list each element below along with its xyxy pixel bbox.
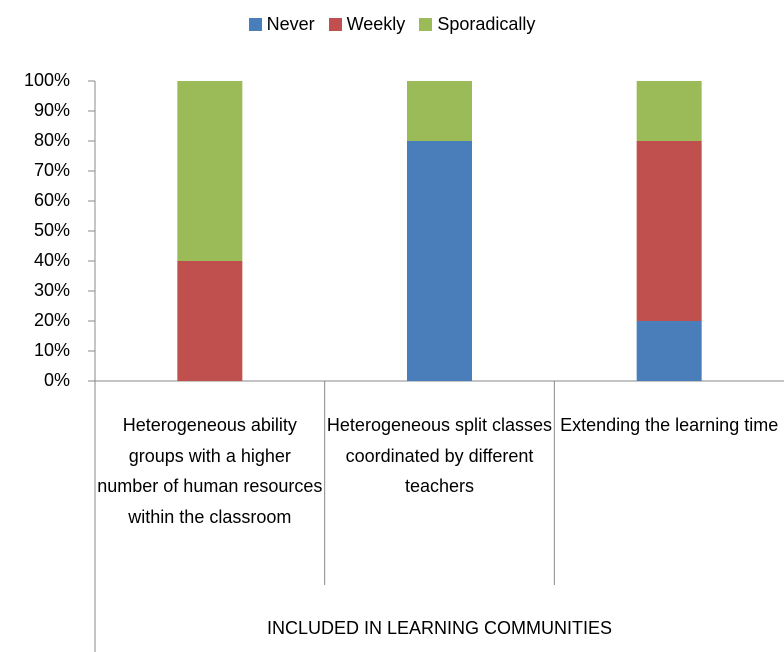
- legend-item: Sporadically: [419, 14, 535, 35]
- bar-segment: [177, 261, 243, 381]
- bar-segment: [636, 321, 702, 381]
- y-tick-label: 20%: [34, 310, 70, 330]
- legend-swatch: [248, 18, 262, 31]
- y-tick-label: 10%: [34, 340, 70, 360]
- legend-swatch: [328, 18, 342, 31]
- legend: Never Weekly Sporadically: [0, 14, 784, 35]
- bar-segment: [407, 141, 472, 381]
- legend-item: Never: [248, 14, 315, 35]
- group-label: INCLUDED IN LEARNING COMMUNITIES: [267, 618, 612, 638]
- x-tick-label: Heterogeneous ability groups with a high…: [97, 415, 323, 527]
- y-tick-label: 0%: [44, 370, 70, 390]
- legend-label: Weekly: [346, 14, 406, 34]
- bar-segment: [407, 81, 472, 141]
- bar-segment: [636, 141, 702, 321]
- y-tick-label: 80%: [34, 130, 70, 150]
- y-tick-label: 40%: [34, 250, 70, 270]
- x-tick-label: Extending the learning time: [560, 415, 779, 435]
- y-tick-label: 50%: [34, 220, 70, 240]
- y-tick-label: 60%: [34, 190, 70, 210]
- y-tick-label: 30%: [34, 280, 70, 300]
- legend-label: Never: [266, 14, 315, 34]
- bar-segment: [177, 81, 243, 261]
- y-tick-label: 100%: [24, 70, 70, 90]
- y-tick-label: 90%: [34, 100, 70, 120]
- legend-swatch: [419, 18, 433, 31]
- y-tick-label: 70%: [34, 160, 70, 180]
- bar-segment: [636, 81, 702, 141]
- legend-item: Weekly: [328, 14, 406, 35]
- legend-label: Sporadically: [437, 14, 536, 34]
- x-tick-label: Heterogeneous split classes coordinated …: [326, 415, 553, 496]
